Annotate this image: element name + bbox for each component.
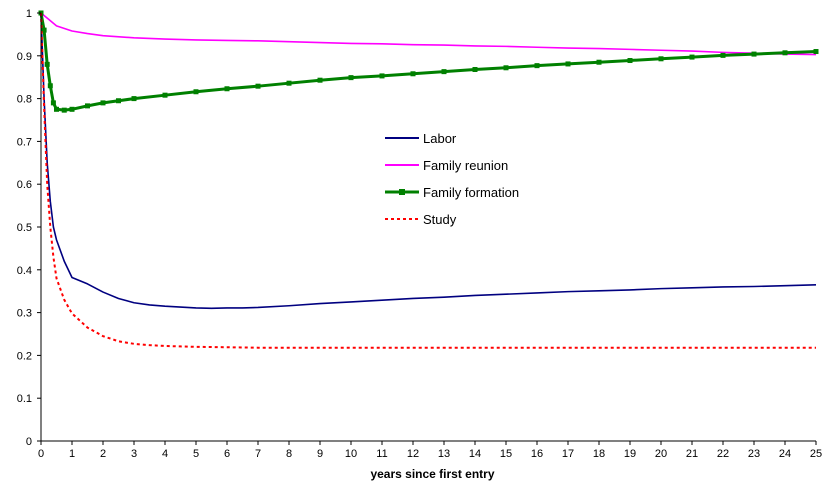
data-point-family-formation <box>782 50 788 56</box>
series-line-family-formation <box>39 12 817 112</box>
x-tick-label: 16 <box>531 448 543 460</box>
legend-label: Labor <box>423 131 457 146</box>
y-tick-label: 0.4 <box>17 265 32 277</box>
x-tick-label: 8 <box>286 448 292 460</box>
x-tick-label: 10 <box>345 448 357 460</box>
data-point-family-formation <box>61 107 67 113</box>
x-tick-label: 22 <box>717 448 729 460</box>
data-point-family-formation <box>534 63 540 69</box>
series-line-labor <box>40 12 817 310</box>
data-point-family-formation <box>348 75 354 81</box>
x-tick-label: 15 <box>500 448 512 460</box>
data-point-family-formation <box>131 96 137 102</box>
x-tick-label: 17 <box>562 448 574 460</box>
legend-item-study: Study <box>385 212 457 227</box>
x-tick-label: 14 <box>469 448 481 460</box>
x-tick-label: 1 <box>69 448 75 460</box>
series-line-family-reunion <box>40 12 817 56</box>
data-point-family-formation <box>69 106 75 112</box>
data-point-family-formation <box>224 86 230 92</box>
legend-label: Family formation <box>423 185 519 200</box>
series-line-study <box>40 12 816 349</box>
x-tick-label: 5 <box>193 448 199 460</box>
legend: Labor Family reunion Family formation Study <box>385 131 519 227</box>
x-tick-label: 2 <box>100 448 106 460</box>
data-point-family-formation <box>100 100 106 106</box>
x-tick-label: 19 <box>624 448 636 460</box>
legend-item-labor: Labor <box>385 131 457 146</box>
x-tick-label: 4 <box>162 448 168 460</box>
data-point-family-formation <box>565 61 571 67</box>
y-tick-label: 0.2 <box>17 350 32 362</box>
data-point-family-formation <box>50 100 56 106</box>
legend-item-family-formation: Family formation <box>385 185 519 200</box>
x-tick-label: 3 <box>131 448 137 460</box>
data-point-family-formation <box>54 106 59 112</box>
x-tick-label: 24 <box>779 448 791 460</box>
x-tick-label: 6 <box>224 448 230 460</box>
y-tick-label: 0.7 <box>17 136 32 148</box>
data-point-family-formation <box>658 56 664 62</box>
legend-label: Study <box>423 212 457 227</box>
y-tick-label: 0.8 <box>17 94 32 106</box>
x-tick-label: 11 <box>376 448 387 460</box>
y-tick-label: 0.9 <box>17 51 32 63</box>
axes-layer: 0 1 2 3 4 5 6 7 8 9 10 11 12 13 14 15 16 17 18 19 20 21 22 23 24… <box>17 8 822 460</box>
y-tick-label: 0.5 <box>17 222 32 234</box>
y-tick-label: 1 <box>26 8 32 20</box>
data-point-family-formation <box>689 54 695 60</box>
data-point-family-formation <box>472 66 478 72</box>
legend-marker <box>399 189 405 195</box>
data-point-family-formation <box>596 59 602 65</box>
data-point-family-formation <box>286 80 292 86</box>
x-tick-label: 20 <box>655 448 667 460</box>
data-point-family-formation <box>503 65 509 71</box>
series-family-formation <box>38 10 819 113</box>
data-point-family-formation <box>379 73 385 79</box>
x-tick-label: 12 <box>407 448 419 460</box>
data-point-family-formation <box>255 83 261 89</box>
x-axis-ticks: 0 1 2 3 4 5 6 7 8 9 10 11 12 13 14 15 16 17 18 19 20 21 22 23 24… <box>38 441 822 460</box>
series-layer <box>38 10 819 349</box>
x-tick-label: 0 <box>38 448 44 460</box>
y-tick-label: 0 <box>26 436 32 448</box>
data-point-family-formation <box>441 69 447 75</box>
x-tick-label: 9 <box>317 448 323 460</box>
legend-label: Family reunion <box>423 158 508 173</box>
data-point-family-formation <box>410 71 416 77</box>
data-point-family-formation <box>116 98 121 104</box>
data-point-family-formation <box>162 92 168 98</box>
data-point-family-formation <box>41 27 47 33</box>
data-point-family-formation <box>47 83 53 89</box>
x-tick-label: 23 <box>748 448 760 460</box>
data-point-family-formation <box>193 89 199 95</box>
x-axis-title: years since first entry <box>370 467 494 481</box>
series-labor <box>40 12 817 310</box>
series-study <box>40 12 816 349</box>
y-axis-ticks: 0 0.1 0.2 0.3 0.4 0.5 0.6 0.7 0.8 0.9 1 <box>17 8 41 448</box>
y-tick-label: 0.1 <box>17 393 32 405</box>
y-tick-label: 0.6 <box>17 179 32 191</box>
data-point-family-formation <box>627 58 633 64</box>
data-point-family-formation <box>85 103 90 109</box>
data-point-family-formation <box>813 49 819 55</box>
x-tick-label: 25 <box>810 448 822 460</box>
data-point-family-formation <box>317 77 323 83</box>
data-point-family-formation <box>751 51 757 57</box>
x-tick-label: 7 <box>255 448 261 460</box>
x-tick-label: 13 <box>438 448 450 460</box>
data-point-family-formation <box>720 52 726 58</box>
series-family-reunion <box>40 12 817 56</box>
y-tick-label: 0.3 <box>17 308 32 320</box>
x-tick-label: 21 <box>686 448 698 460</box>
data-point-family-formation <box>44 61 50 67</box>
legend-item-family-reunion: Family reunion <box>385 158 508 173</box>
x-tick-label: 18 <box>593 448 605 460</box>
